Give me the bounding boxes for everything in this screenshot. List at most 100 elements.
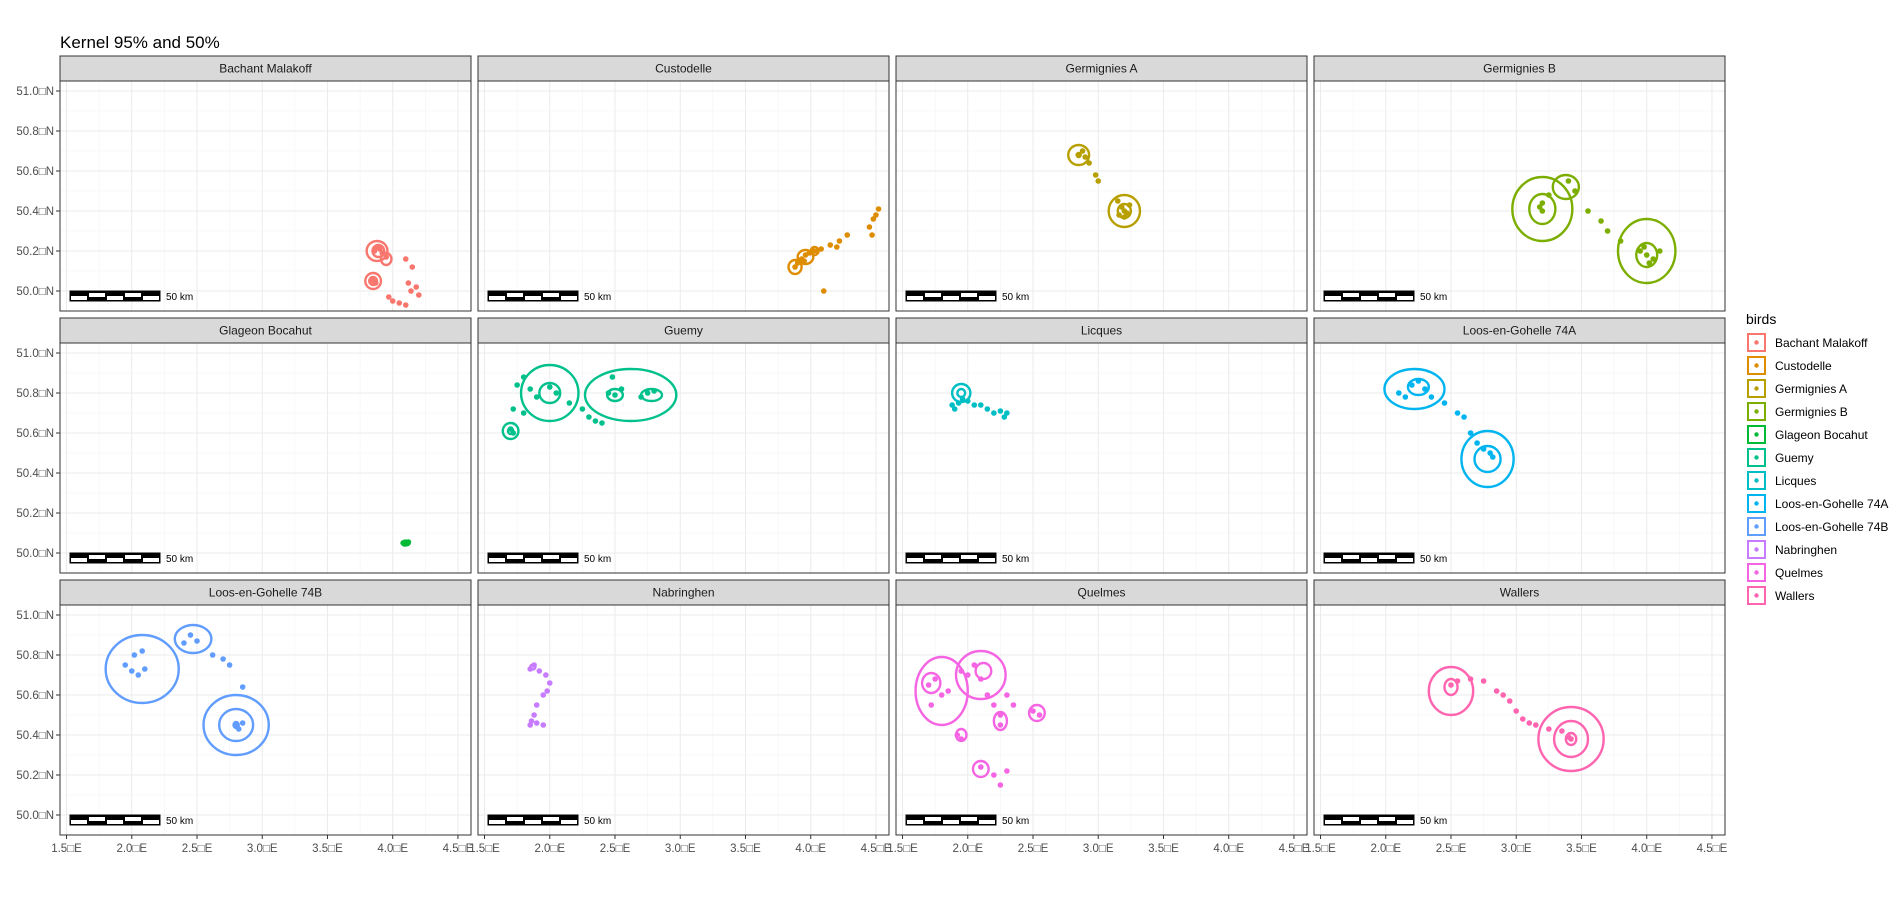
location-point	[605, 390, 612, 396]
panel-data	[104, 623, 270, 757]
location-point	[792, 264, 798, 270]
location-point	[997, 782, 1004, 788]
location-point	[533, 720, 540, 726]
location-point	[546, 384, 553, 390]
location-point	[1036, 712, 1043, 718]
x-tick-label: 3.5□E	[1566, 843, 1597, 855]
panel-strip	[1313, 579, 1726, 606]
x-tick-label: 3.0□E	[247, 843, 278, 855]
location-point	[1617, 238, 1624, 244]
scale-bar-segment-light	[1325, 296, 1341, 300]
legend-label: Licques	[1775, 474, 1816, 488]
legend-key-point	[1754, 593, 1759, 598]
scale-bar: 50 km	[905, 290, 1029, 303]
location-point	[1124, 210, 1130, 216]
scale-bar-segment-light	[961, 555, 977, 559]
panel-wallers: Wallers 50 km	[1313, 579, 1726, 836]
location-point	[396, 300, 403, 306]
kernel-contour	[519, 363, 580, 423]
location-point	[991, 772, 997, 778]
y-axes: 50.0□N 50.2□N 50.4□N 50.6□N 50.8□N 51.0□N 50.0…	[16, 86, 60, 822]
y-tick-label: 50.0□N	[16, 810, 54, 822]
location-point	[928, 702, 935, 708]
scale-bar: 50 km	[487, 814, 611, 827]
kernel-contour	[538, 381, 562, 405]
location-point	[1565, 178, 1572, 184]
legend-item-loos-en-gohelle-74b: Loos-en-Gohelle 74B	[1747, 517, 1888, 536]
scale-bar-segment-light	[107, 296, 123, 300]
location-point	[925, 682, 932, 688]
scale-bar-segment-light	[143, 296, 159, 300]
panel-data	[501, 363, 678, 441]
location-point	[379, 250, 386, 256]
location-point	[408, 288, 414, 294]
location-point	[142, 666, 148, 672]
panel-custodelle: Custodelle 50 km	[477, 55, 890, 312]
x-tick-label: 3.0□E	[665, 843, 696, 855]
location-point	[1075, 152, 1082, 158]
scale-bar-segment-light	[125, 555, 141, 559]
legend-item-guemy: Guemy	[1747, 448, 1814, 467]
location-point	[520, 410, 527, 416]
legend-key-point	[1754, 340, 1759, 345]
location-point	[1004, 410, 1010, 416]
x-tick-label: 4.5□E	[443, 843, 474, 855]
location-point	[370, 278, 376, 284]
location-point	[1121, 214, 1128, 220]
location-point	[135, 672, 142, 678]
legend-item-quelmes: Quelmes	[1747, 563, 1823, 582]
location-point	[959, 396, 966, 402]
panel-gridlines	[60, 343, 471, 573]
location-point	[1480, 446, 1487, 452]
x-tick-label: 3.0□E	[1501, 843, 1532, 855]
scale-bar-segment-light	[907, 558, 923, 562]
x-tick-label: 4.0□E	[1213, 843, 1244, 855]
location-point	[1004, 768, 1010, 774]
location-point	[527, 722, 533, 728]
location-point	[1396, 390, 1402, 396]
panel-gridlines	[896, 81, 1307, 311]
scale-bar: 50 km	[1323, 552, 1447, 565]
scale-bar-segment-light	[1343, 555, 1359, 559]
location-point	[1500, 692, 1506, 698]
location-point	[794, 260, 801, 266]
location-point	[1506, 698, 1513, 704]
scale-bar: 50 km	[1323, 814, 1447, 827]
location-point	[226, 662, 233, 668]
scale-bar-label: 50 km	[166, 292, 193, 303]
scale-bar-segment-light	[71, 558, 87, 562]
y-tick-label: 51.0□N	[16, 348, 54, 360]
location-point	[531, 662, 537, 668]
x-tick-label: 2.5□E	[182, 843, 213, 855]
location-point	[801, 258, 807, 264]
x-tick-label: 4.0□E	[1631, 843, 1662, 855]
location-point	[1448, 682, 1454, 688]
location-point	[938, 692, 945, 698]
location-point	[1489, 454, 1496, 460]
scale-bar-segment-light	[143, 558, 159, 562]
location-point	[592, 418, 599, 424]
scale-bar-segment-light	[1379, 555, 1395, 559]
panel-border	[477, 604, 890, 836]
scale-bar: 50 km	[905, 814, 1029, 827]
location-point	[1641, 244, 1647, 250]
location-point	[514, 382, 520, 388]
kernel-contour	[1383, 367, 1446, 411]
scale-bar-segment-light	[89, 555, 105, 559]
location-point	[984, 406, 991, 412]
panel-strip-label: Loos-en-Gohelle 74A	[1463, 324, 1576, 338]
kernel-contour	[1564, 731, 1578, 747]
panel-border	[895, 80, 1308, 312]
panel-loos-en-gohelle-74b: Loos-en-Gohelle 74B 50 km	[59, 579, 472, 836]
x-tick-label: 2.0□E	[534, 843, 565, 855]
scale-bar-segment-light	[1361, 296, 1377, 300]
panel-data	[527, 662, 553, 728]
kernel-contour	[971, 759, 990, 779]
legend-key-point	[1754, 478, 1759, 483]
location-point	[971, 662, 978, 668]
location-point	[820, 288, 827, 294]
scale-bar-segment-light	[1343, 293, 1359, 297]
panel-germignies-b: Germignies B 50 km	[1313, 55, 1726, 312]
y-tick-label: 50.0□N	[16, 548, 54, 560]
